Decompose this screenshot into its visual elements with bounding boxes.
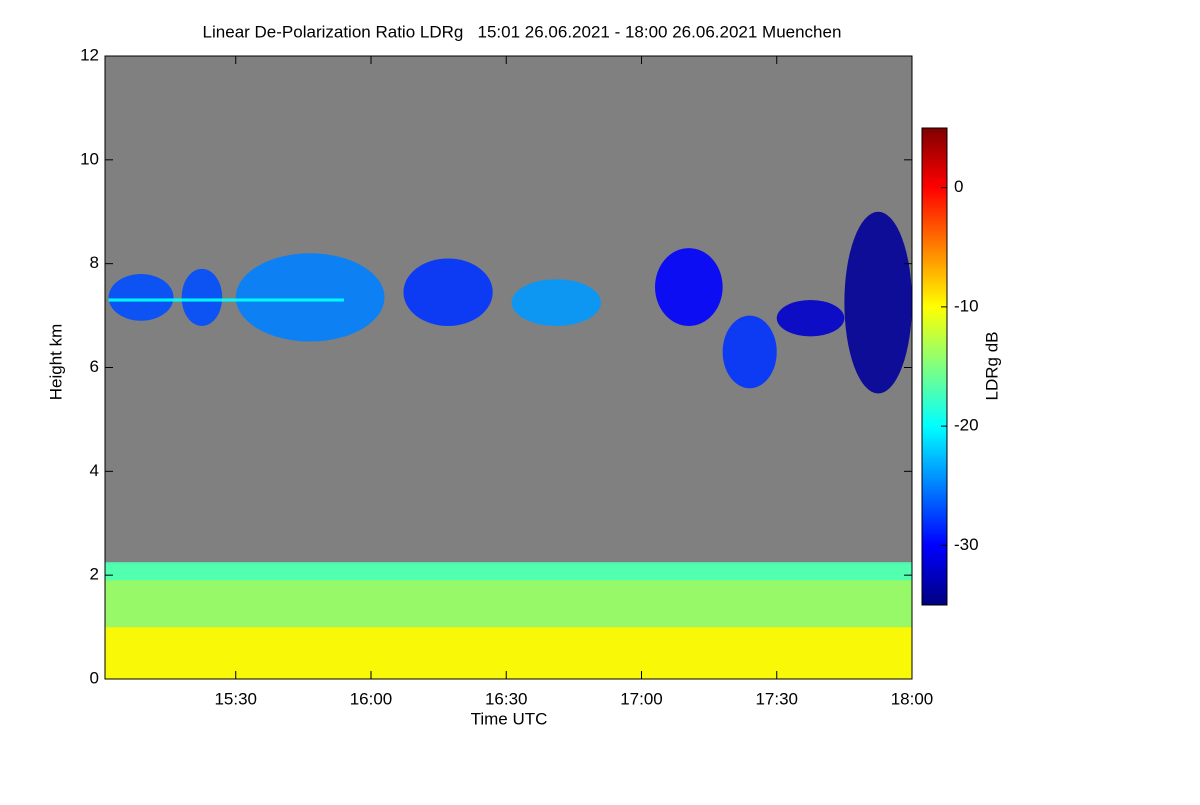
x-tick-label: 17:00 <box>620 689 663 708</box>
y-axis-label: Height km <box>46 324 65 401</box>
y-tick-label: 8 <box>90 253 99 272</box>
data-cell <box>722 315 777 389</box>
data-cell <box>105 562 912 581</box>
colorbar-tick-label: -10 <box>954 296 979 315</box>
x-tick-label: 16:30 <box>485 689 528 708</box>
data-cell <box>655 248 723 326</box>
x-axis-label: Time UTC <box>471 709 548 728</box>
data-cell <box>511 279 601 326</box>
x-tick-label: 17:30 <box>755 689 798 708</box>
colorbar-label: LDRg dB <box>982 332 1001 401</box>
y-tick-label: 12 <box>80 45 99 64</box>
data-cell <box>108 274 174 321</box>
data-cell <box>844 211 912 394</box>
y-tick-label: 6 <box>90 357 99 376</box>
data-cell <box>181 268 223 326</box>
y-tick-label: 4 <box>90 461 99 480</box>
y-tick-label: 10 <box>80 149 99 168</box>
y-tick-label: 2 <box>90 565 99 584</box>
x-tick-label: 16:00 <box>350 689 393 708</box>
x-tick-label: 18:00 <box>891 689 934 708</box>
colorbar <box>921 127 948 606</box>
colorbar-tick-label: -20 <box>954 416 979 435</box>
data-cell <box>108 298 344 302</box>
data-cell <box>776 300 845 337</box>
data-cell <box>235 253 385 342</box>
data-cell <box>105 627 912 679</box>
chart-title: Linear De-Polarization Ratio LDRg 15:01 … <box>203 22 842 41</box>
y-tick-label: 0 <box>90 668 99 687</box>
data-layer <box>105 211 912 679</box>
x-tick-label: 15:30 <box>214 689 257 708</box>
colorbar-tick-label: 0 <box>954 177 963 196</box>
colorbar-tick-label: -30 <box>954 535 979 554</box>
data-cell <box>403 258 493 326</box>
